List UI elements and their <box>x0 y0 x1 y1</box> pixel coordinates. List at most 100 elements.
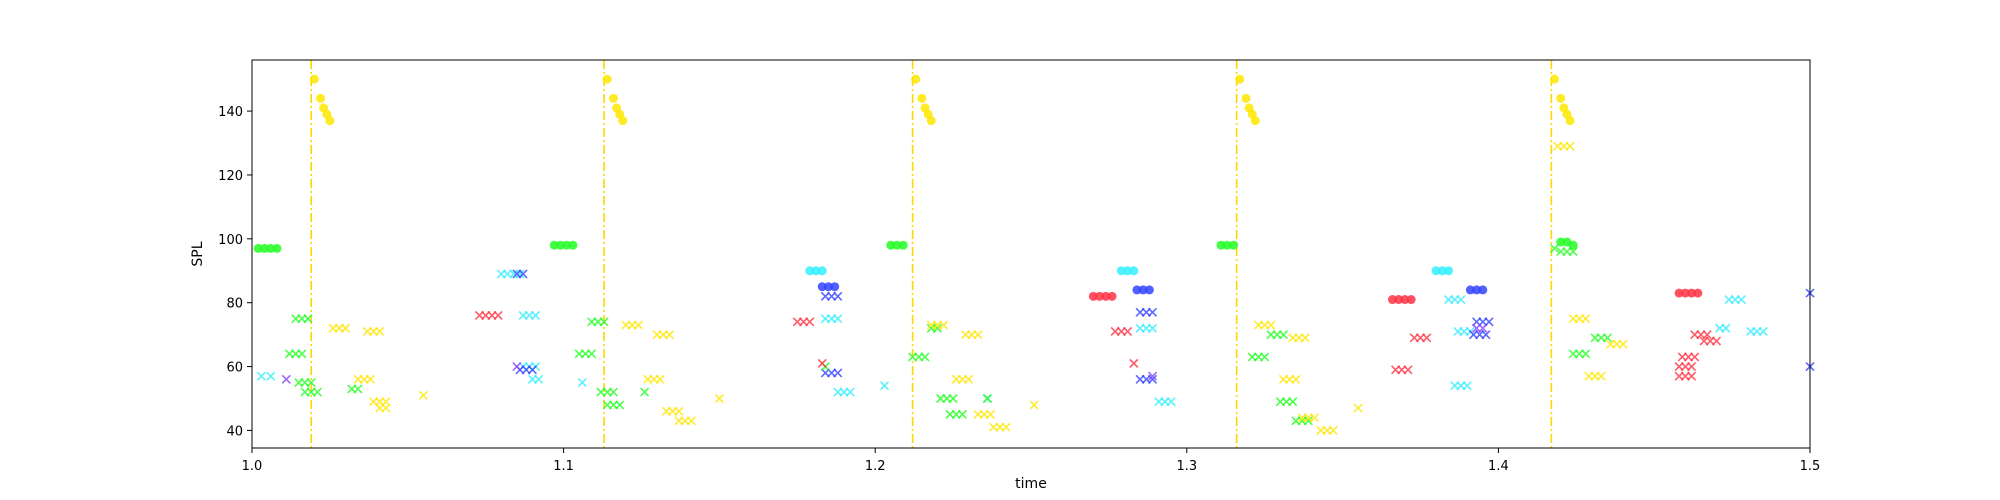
data-point-circle <box>926 116 936 126</box>
axes-frame <box>251 59 1811 449</box>
data-point-circle <box>1556 237 1566 247</box>
data-point-x <box>1278 330 1288 340</box>
data-point-x <box>920 352 930 362</box>
data-point-circle <box>1123 266 1133 276</box>
data-point-x <box>633 320 643 330</box>
y-axis-label: SPL <box>190 241 206 266</box>
data-point-circle <box>272 243 282 253</box>
data-point-circle <box>1406 295 1416 305</box>
data-point-circle <box>1437 266 1447 276</box>
data-point-circle <box>1674 288 1684 298</box>
data-point-circle <box>568 240 578 250</box>
data-point-x <box>599 317 609 327</box>
y-tick-label: 100 <box>218 233 243 248</box>
data-point-x <box>1456 294 1466 305</box>
data-point-x <box>281 374 291 384</box>
data-point-x <box>1602 333 1613 343</box>
data-point-x <box>534 374 544 384</box>
y-tick-label: 80 <box>226 297 243 312</box>
data-point-x <box>375 326 385 337</box>
data-point-x <box>985 409 996 420</box>
data-point-x <box>1721 323 1731 333</box>
data-point-x <box>686 416 696 426</box>
data-point-x <box>1291 374 1301 384</box>
data-point-circle <box>618 116 628 126</box>
data-point-x <box>1481 330 1491 340</box>
data-point-x <box>1568 247 1578 257</box>
data-point-x <box>833 314 843 324</box>
data-point-circle <box>309 74 319 84</box>
data-point-circle <box>1250 116 1260 126</box>
data-point-x <box>1328 425 1338 436</box>
x-tick-label: 1.1 <box>553 459 574 474</box>
data-point-x <box>957 409 968 420</box>
data-point-x <box>1581 349 1591 359</box>
data-point-circle <box>1680 288 1690 298</box>
data-point-x <box>674 406 684 416</box>
data-point-circle <box>1693 288 1703 298</box>
data-point-x <box>1300 333 1310 343</box>
data-point-x <box>1618 339 1628 349</box>
x-tick-label: 1.5 <box>1800 459 1821 474</box>
data-point-x <box>964 374 974 384</box>
data-point-circle <box>1478 285 1488 295</box>
data-point-x <box>515 269 525 279</box>
data-point-circle <box>898 240 908 250</box>
data-point-x <box>1147 323 1158 333</box>
data-point-circle <box>325 116 335 126</box>
data-point-circle <box>1235 74 1245 84</box>
data-point-x <box>1687 371 1697 381</box>
data-point-circle <box>1431 266 1441 276</box>
data-point-x <box>340 323 351 333</box>
data-point-x <box>664 330 675 340</box>
data-point-circle <box>608 93 618 103</box>
data-point-x <box>1711 336 1722 346</box>
data-marks <box>253 74 1815 436</box>
data-point-circle <box>1472 285 1482 295</box>
data-point-circle <box>259 243 269 253</box>
y-tick-label: 140 <box>218 105 243 120</box>
data-point-x <box>932 323 943 333</box>
x-tick-label: 1.2 <box>865 459 886 474</box>
data-point-x <box>493 310 503 321</box>
data-point-x <box>845 387 855 397</box>
data-point-x <box>1462 381 1472 391</box>
data-point-circle <box>1116 266 1126 276</box>
data-point-x <box>608 387 619 397</box>
data-point-circle <box>911 74 921 84</box>
data-point-x <box>1690 352 1700 362</box>
x-tick-label: 1.3 <box>1176 459 1197 474</box>
data-point-x <box>381 403 391 413</box>
data-point-circle <box>1222 240 1232 250</box>
data-point-circle <box>1387 295 1397 305</box>
data-point-x <box>303 314 313 324</box>
x-tick-label: 1.0 <box>242 459 263 474</box>
data-point-x <box>512 362 522 372</box>
data-point-circle <box>1465 285 1475 295</box>
data-point-circle <box>892 240 902 250</box>
data-point-x <box>948 393 958 404</box>
data-point-x <box>530 310 541 321</box>
data-point-circle <box>1088 291 1098 301</box>
data-point-x <box>577 377 587 388</box>
data-point-x <box>1565 141 1575 151</box>
data-point-x <box>1123 326 1133 337</box>
data-point-x <box>527 365 538 375</box>
data-point-x <box>1596 371 1606 381</box>
x-axis-ticks: 1.0 1.1 1.2 1.3 1.4 1.5 <box>242 448 1821 474</box>
data-point-x <box>418 390 428 400</box>
data-point-x <box>256 371 266 381</box>
data-point-x <box>714 393 724 404</box>
data-point-x <box>833 291 843 301</box>
data-point-x <box>973 330 983 340</box>
data-point-circle <box>1444 266 1454 276</box>
data-point-x <box>1029 400 1039 410</box>
data-point-circle <box>886 240 896 250</box>
data-point-circle <box>253 243 263 253</box>
y-tick-label: 60 <box>226 361 243 376</box>
data-point-x <box>365 374 375 384</box>
data-point-x <box>1702 330 1712 340</box>
data-point-circle <box>1144 285 1154 295</box>
data-point-x <box>1129 358 1139 368</box>
